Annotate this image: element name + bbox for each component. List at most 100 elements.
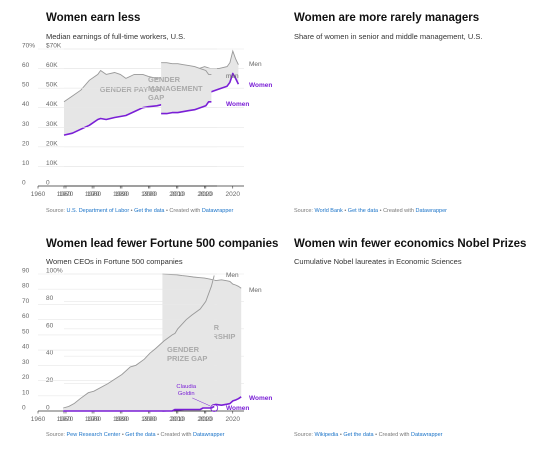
- annotation-label: Goldin: [178, 391, 195, 397]
- y-tick-label: 60: [22, 313, 30, 320]
- gap-label: GENDER PAY GAP: [100, 85, 167, 94]
- created-with-text: Created with: [378, 432, 410, 438]
- chart-panel-nobel: Women win fewer economics Nobel Prizes C…: [22, 226, 545, 452]
- y-tick-label: 70: [22, 298, 30, 305]
- women-series-label: Women: [226, 101, 249, 108]
- women-series-label: Women: [249, 395, 272, 402]
- x-tick-label: 1970: [85, 416, 100, 423]
- chart-title: Women lead fewer Fortune 500 companies: [46, 238, 279, 250]
- y-tick-label: 20: [22, 140, 30, 147]
- y-tick-label: 60: [46, 322, 54, 329]
- datawrapper-link[interactable]: Datawrapper: [201, 208, 234, 214]
- chart-subtitle: Median earnings of full-time workers, U.…: [46, 32, 186, 41]
- men-series-line: [162, 273, 242, 289]
- annotation-leader: [192, 397, 211, 407]
- y-tick-label: 0: [46, 180, 50, 187]
- source-link[interactable]: Wikipedia: [314, 432, 339, 438]
- men-series-label: men: [226, 73, 239, 80]
- gap-label: GAP: [148, 93, 164, 102]
- men-series-label: Men: [226, 272, 239, 279]
- x-tick-label: 1980: [113, 416, 128, 423]
- chart-title: Women win fewer economics Nobel Prizes: [294, 238, 527, 250]
- x-tick-label: 1990: [115, 191, 130, 198]
- x-tick-label: 2000: [143, 416, 158, 423]
- gender-gap-area: [63, 275, 215, 411]
- source-link[interactable]: U.S. Department of Labor: [66, 208, 130, 214]
- get-data-link[interactable]: Get the data: [343, 432, 374, 438]
- datawrapper-link[interactable]: Datawrapper: [415, 208, 447, 214]
- gap-label: GENDER: [167, 345, 200, 354]
- x-tick-label: 2020: [199, 416, 214, 423]
- gender-gap-area: [161, 62, 212, 114]
- y-tick-label: 20: [22, 374, 30, 381]
- gap-label: GENDER: [148, 75, 181, 84]
- y-tick-label: 50: [22, 82, 30, 89]
- get-data-link[interactable]: Get the data: [125, 432, 156, 438]
- source-link[interactable]: World Bank: [314, 208, 343, 214]
- x-tick-label: 2010: [197, 416, 212, 423]
- men-series-label: Men: [249, 287, 262, 294]
- gap-label: MANAGEMENT: [148, 84, 203, 93]
- x-tick-label: 1970: [59, 191, 74, 198]
- y-tick-label: 40: [22, 344, 30, 351]
- x-tick-label: 1980: [87, 416, 102, 423]
- women-series-label: Women: [249, 82, 272, 89]
- x-tick-label: 2020: [226, 191, 241, 198]
- y-tick-label: 60: [22, 62, 30, 69]
- y-tick-label: 20K: [46, 140, 58, 147]
- annotation-circle: [210, 404, 219, 412]
- y-tick-label: 70%: [22, 43, 35, 50]
- chart-subtitle: Cumulative Nobel laureates in Economic S…: [294, 257, 462, 266]
- get-data-link[interactable]: Get the data: [134, 208, 165, 214]
- x-tick-label: 1960: [57, 416, 72, 423]
- created-with-text: Created with: [160, 432, 192, 438]
- y-tick-label: $70K: [46, 43, 62, 50]
- get-data-link[interactable]: Get the data: [347, 208, 379, 214]
- chart-source: Source: Pew Research Center • Get the da…: [46, 432, 225, 438]
- created-with-text: Created with: [383, 208, 414, 214]
- chart-subtitle: Share of women in senior and middle mana…: [294, 32, 483, 41]
- x-tick-label: 1990: [141, 191, 156, 198]
- women-series-line: [161, 101, 212, 115]
- gap-label: PRIZE GAP: [167, 354, 207, 363]
- chart-title: Women earn less: [46, 12, 141, 24]
- chart-source: Source: Wikipedia • Get the data • Creat…: [294, 432, 443, 438]
- men-series-line: [161, 62, 212, 75]
- y-tick-label: 10K: [46, 160, 58, 167]
- source-prefix: Source:: [46, 432, 67, 438]
- x-tick-label: 1960: [31, 416, 46, 423]
- men-series-line: [63, 49, 239, 103]
- men-series-label: Men: [249, 61, 262, 68]
- x-tick-label: 1970: [85, 191, 100, 198]
- y-tick-label: 0: [22, 180, 26, 187]
- created-with-text: Created with: [169, 208, 201, 214]
- chart-source: Source: U.S. Department of Labor • Get t…: [46, 208, 234, 214]
- chart-title: Women are more rarely managers: [294, 12, 480, 24]
- source-prefix: Source:: [294, 208, 315, 214]
- datawrapper-link[interactable]: Datawrapper: [192, 432, 225, 438]
- x-tick-label: 2010: [171, 416, 186, 423]
- men-series-line: [63, 275, 215, 409]
- x-tick-label: 1960: [31, 191, 46, 198]
- datawrapper-link[interactable]: Datawrapper: [411, 432, 443, 438]
- women-series-line: [63, 72, 240, 136]
- y-tick-label: 0: [46, 405, 50, 412]
- chart-subtitle: Women CEOs in Fortune 500 companies: [46, 257, 183, 266]
- source-prefix: Source:: [294, 432, 315, 438]
- y-tick-label: 30: [22, 359, 30, 366]
- y-tick-label: 30K: [46, 121, 58, 128]
- x-tick-label: 1980: [113, 191, 128, 198]
- women-series-label: Women: [226, 405, 249, 412]
- y-tick-label: 50: [22, 328, 30, 335]
- x-tick-label: 2010: [197, 191, 212, 198]
- women-series-line: [63, 405, 215, 412]
- y-tick-label: 50K: [46, 82, 58, 89]
- annotation-label: Claudia: [176, 384, 196, 390]
- y-tick-label: 40: [22, 101, 30, 108]
- y-tick-label: 40K: [46, 101, 58, 108]
- x-tick-label: 2020: [226, 416, 241, 423]
- y-tick-label: 60K: [46, 62, 58, 69]
- source-link[interactable]: Pew Research Center: [66, 432, 121, 438]
